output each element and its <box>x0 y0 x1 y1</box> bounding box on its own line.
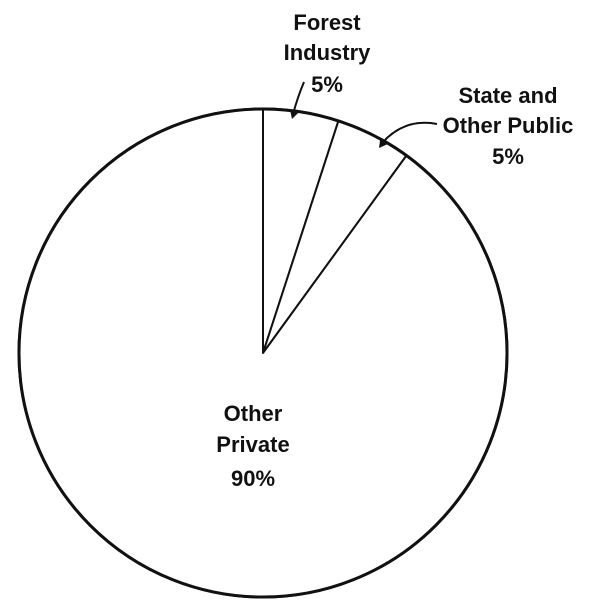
callout-arrow-state-other-public <box>382 121 438 143</box>
label-state-other-public: State and Other Public 5% <box>443 83 574 169</box>
label-forest-industry-line2: Industry <box>284 40 372 65</box>
label-other-private-value: 90% <box>231 466 275 491</box>
callout-arrow-forest-industry <box>292 81 305 115</box>
label-other-private-line1: Other <box>224 401 283 426</box>
pie-slice-other-private <box>18 108 508 598</box>
label-state-other-public-value: 5% <box>492 144 524 169</box>
label-state-other-public-line2: Other Public <box>443 113 574 138</box>
callout-arrow-forest-industry-head <box>289 108 300 119</box>
callout-arrows <box>289 81 438 148</box>
callout-arrow-state-other-public-head <box>379 137 389 148</box>
label-forest-industry-value: 5% <box>311 72 343 97</box>
label-forest-industry-line1: Forest <box>293 10 361 35</box>
pie-slices <box>17 107 509 599</box>
label-state-other-public-line1: State and <box>458 83 557 108</box>
label-forest-industry: Forest Industry 5% <box>284 10 372 97</box>
label-other-private-line2: Private <box>216 432 289 457</box>
pie-outline-top <box>17 107 509 599</box>
label-other-private: Other Private 90% <box>216 401 289 491</box>
